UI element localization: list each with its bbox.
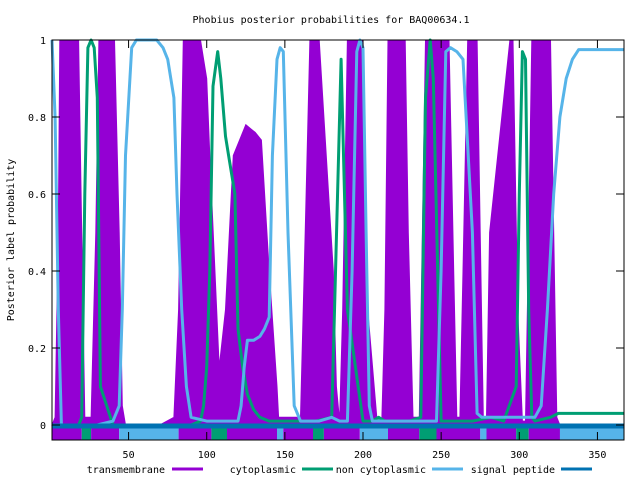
track-segment-non-cytoplasmic (559, 427, 624, 440)
plot-area (50, 38, 624, 440)
y-tick-label: 0.4 (28, 267, 46, 278)
x-tick-label: 350 (588, 450, 606, 461)
x-tick-label: 200 (354, 450, 372, 461)
plot-frame (51, 39, 625, 441)
track-segment-cytoplasmic (419, 427, 437, 440)
y-tick-label: 0.8 (28, 113, 46, 124)
x-tick-label: 300 (510, 450, 528, 461)
track-segment-transmembrane (323, 427, 360, 440)
track-segment-transmembrane (486, 427, 517, 440)
track-segment-non-cytoplasmic (359, 427, 388, 440)
track-segment-non-cytoplasmic (480, 427, 487, 440)
track-segment-cytoplasmic (81, 427, 92, 440)
legend-label-non-cytoplasmic: non cytoplasmic (336, 465, 426, 476)
x-tick-label: 150 (276, 450, 294, 461)
track-segment-non-cytoplasmic (277, 427, 284, 440)
legend-label-transmembrane: transmembrane (87, 465, 165, 476)
x-tick-label: 50 (123, 450, 135, 461)
track-segment-cytoplasmic (211, 427, 227, 440)
legend-label-signal-peptide: signal peptide (471, 465, 555, 476)
y-tick-label: 1 (40, 36, 46, 47)
track-segment-transmembrane (528, 427, 560, 440)
track-segment-cytoplasmic (516, 427, 529, 440)
y-tick-label: 0.6 (28, 190, 46, 201)
legend-label-cytoplasmic: cytoplasmic (230, 465, 296, 476)
y-axis: 0 0.2 0.4 0.6 0.8 1 (28, 36, 624, 432)
y-tick-label: 0 (40, 421, 46, 432)
track-segment-transmembrane (283, 427, 313, 440)
x-tick-label: 100 (198, 450, 216, 461)
track-segment-transmembrane (52, 427, 82, 440)
track-segment-transmembrane (436, 427, 481, 440)
legend: transmembrane cytoplasmic non cytoplasmic s… (87, 465, 592, 476)
x-axis: 50 100 150 200 250 300 350 (123, 40, 606, 461)
topology-track (52, 425, 624, 440)
track-segment-transmembrane (388, 427, 420, 440)
track-segment-transmembrane (227, 427, 277, 440)
chart-title: Phobius posterior probabilities for BAQ0… (193, 15, 470, 26)
track-segment-transmembrane (91, 427, 120, 440)
x-tick-label: 250 (432, 450, 450, 461)
y-axis-label: Posterior label probability (6, 159, 17, 322)
track-segment-transmembrane (178, 427, 212, 440)
series-layer (50, 38, 624, 427)
track-segment-cytoplasmic (313, 427, 324, 440)
y-tick-label: 0.2 (28, 344, 46, 355)
track-segment-non-cytoplasmic (119, 427, 179, 440)
